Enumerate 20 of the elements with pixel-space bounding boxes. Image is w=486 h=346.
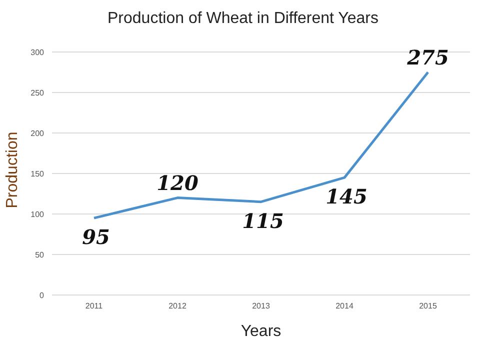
data-label: 120 [156,170,198,195]
x-tick-label: 2011 [85,302,104,311]
data-label: 275 [406,45,449,70]
y-tick-label: 200 [30,128,45,138]
y-tick-label: 300 [30,48,45,57]
y-tick-label: 50 [35,250,45,260]
y-tick-label: 250 [30,88,45,98]
y-tick-label: 0 [40,290,45,300]
x-tick-label: 2015 [419,302,438,311]
x-tick-label: 2012 [168,302,187,311]
y-tick-label: 150 [30,169,45,178]
data-label: 115 [242,208,284,233]
chart-title: Production of Wheat in Different Years [106,10,380,28]
data-label: 95 [82,225,110,250]
data-label: 145 [326,184,368,209]
y-axis-title: Production [4,132,22,208]
x-axis-title: Years [240,323,282,341]
x-tick-label: 2014 [336,302,354,311]
y-tick-label: 100 [30,210,45,219]
x-tick-label: 2013 [252,302,270,311]
